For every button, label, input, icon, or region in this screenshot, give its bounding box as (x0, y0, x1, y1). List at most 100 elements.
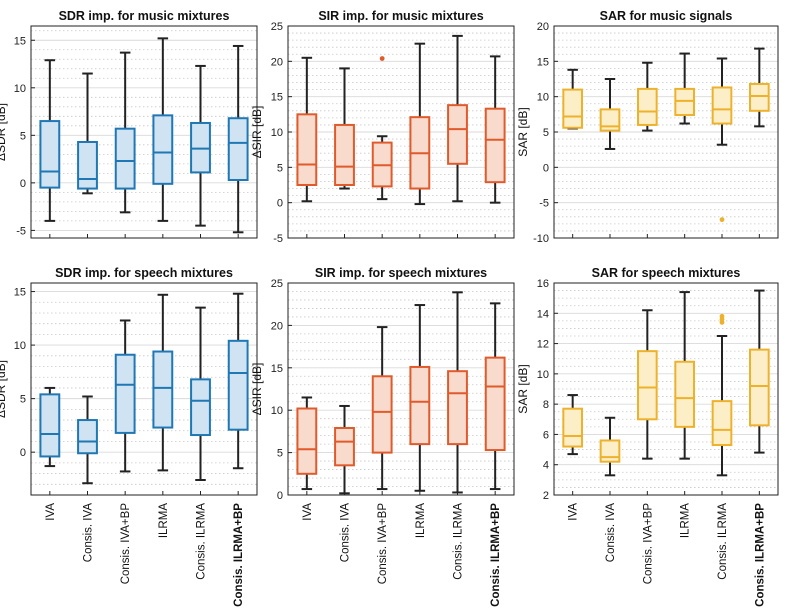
x-tick-label: Consis. ILRMA+BP (233, 503, 245, 607)
x-tick-label: IVA (568, 503, 580, 521)
y-tick-label: 10 (537, 92, 549, 104)
panel-sar-music: -10 -5 0 5 10 15 20 SAR for music signals SAR [d… (516, 9, 779, 245)
y-tick-label: 15 (14, 35, 26, 47)
y-tick-label: 0 (277, 198, 283, 210)
box-2: Consis. IVA+BP (114, 319, 136, 584)
panel-sar-speech: 2 4 6 8 10 12 14 16 IVA Consis. IVA Consis. IVA+BP… (516, 266, 779, 607)
iqr-box (599, 108, 621, 132)
panel-sdr-music: -5 0 5 10 15 SDR imp. for music mixtures ΔSDR … (0, 9, 258, 239)
axes-frame (287, 282, 515, 496)
y-tick-label: 5 (20, 130, 26, 142)
iqr-box (152, 350, 174, 429)
x-tick-label: Consis. IVA+BP (377, 503, 389, 585)
x-tick-label: Consis. IVA (83, 503, 95, 563)
x-tick-label: ILRMA (680, 503, 692, 538)
box-1 (77, 72, 98, 238)
box-5 (484, 55, 506, 238)
x-tick-label: Consis. IVA (340, 503, 352, 563)
y-tick-label: 0 (277, 490, 283, 502)
y-tick-label: 20 (537, 21, 549, 33)
y-tick-label: 15 (537, 56, 549, 68)
axes-frame (553, 25, 779, 239)
box-4: Consis. ILRMA (190, 306, 211, 580)
x-tick-label: ILRMA (158, 503, 170, 538)
y-tick-label: 12 (537, 339, 549, 351)
box-3: ILRMA (152, 293, 174, 538)
box-2 (637, 61, 658, 238)
box-4: Consis. ILRMA (711, 313, 733, 580)
iqr-box (227, 117, 249, 182)
box-3 (674, 52, 695, 238)
y-tick-label: 5 (20, 394, 26, 406)
box-2 (371, 56, 393, 238)
y-tick-label: -10 (533, 233, 549, 245)
outlier-point (379, 56, 385, 61)
y-tick-label: 20 (271, 56, 283, 68)
box-5 (749, 47, 770, 238)
iqr-box (711, 400, 733, 447)
panel-title: SDR imp. for speech mixtures (55, 266, 233, 280)
axes-frame (30, 25, 258, 239)
y-tick-label: 15 (14, 287, 26, 299)
box-1: Consis. IVA (77, 395, 98, 563)
box-1 (334, 67, 355, 238)
y-tick-label: 5 (277, 162, 283, 174)
y-tick-label: 6 (543, 429, 549, 441)
x-tick-label: Consis. ILRMA (196, 503, 208, 580)
x-tick-label: IVA (302, 503, 314, 521)
box-0 (39, 59, 61, 238)
iqr-box (296, 113, 318, 186)
y-axis-label: SAR [dB] (516, 364, 530, 413)
iqr-box (39, 120, 61, 189)
iqr-box (296, 407, 318, 475)
box-5: Consis. ILRMA+BP (749, 289, 770, 607)
iqr-box (77, 419, 98, 455)
panel-title: SAR for music signals (600, 9, 733, 23)
box-2: Consis. IVA+BP (371, 326, 393, 585)
panel-title: SIR imp. for music mixtures (318, 9, 483, 23)
y-tick-label: 25 (271, 21, 283, 33)
box-0: IVA (39, 386, 61, 521)
box-4 (711, 57, 733, 238)
box-0 (562, 68, 583, 238)
y-tick-label: 2 (543, 490, 549, 502)
y-tick-label: 5 (543, 127, 549, 139)
iqr-box (447, 370, 468, 446)
x-tick-label: Consis. IVA (605, 503, 617, 563)
y-tick-label: 0 (20, 178, 26, 190)
box-4 (190, 64, 211, 238)
box-1: Consis. IVA (334, 404, 355, 563)
y-tick-label: 10 (271, 405, 283, 417)
iqr-box (152, 114, 174, 185)
iqr-box (637, 350, 658, 421)
y-tick-label: -5 (273, 233, 283, 245)
box-0: IVA (296, 396, 318, 521)
box-5: Consis. ILRMA+BP (227, 292, 249, 607)
box-0 (296, 56, 318, 238)
y-axis-label: ΔSDR [dB] (0, 103, 8, 161)
box-4: Consis. ILRMA (447, 291, 468, 580)
box-2: Consis. IVA+BP (637, 309, 658, 584)
y-tick-label: -5 (16, 225, 26, 237)
iqr-box (447, 104, 468, 165)
iqr-box (674, 87, 695, 117)
box-4 (447, 34, 468, 238)
panel-sir-music: -5 0 5 10 15 20 25 SIR imp. for music mixtures Δ… (250, 9, 515, 245)
y-tick-label: 15 (271, 92, 283, 104)
y-tick-label: 10 (537, 369, 549, 381)
iqr-box (484, 107, 506, 184)
box-0: IVA (562, 394, 583, 521)
panel-sir-speech: 0 5 10 15 20 25 IVA Consis. IVA Consis. IVA+BP IL… (250, 266, 515, 607)
axes-frame (553, 282, 779, 496)
iqr-box (674, 360, 695, 428)
x-tick-label: Consis. ILRMA+BP (754, 503, 766, 607)
iqr-box (334, 427, 355, 467)
y-axis-label: ΔSIR [dB] (250, 363, 264, 416)
x-tick-label: Consis. ILRMA+BP (490, 503, 502, 607)
axes-frame (30, 282, 258, 496)
iqr-box (409, 365, 431, 446)
outlier-point (719, 313, 725, 319)
y-tick-label: 10 (271, 127, 283, 139)
y-tick-label: 5 (277, 448, 283, 460)
